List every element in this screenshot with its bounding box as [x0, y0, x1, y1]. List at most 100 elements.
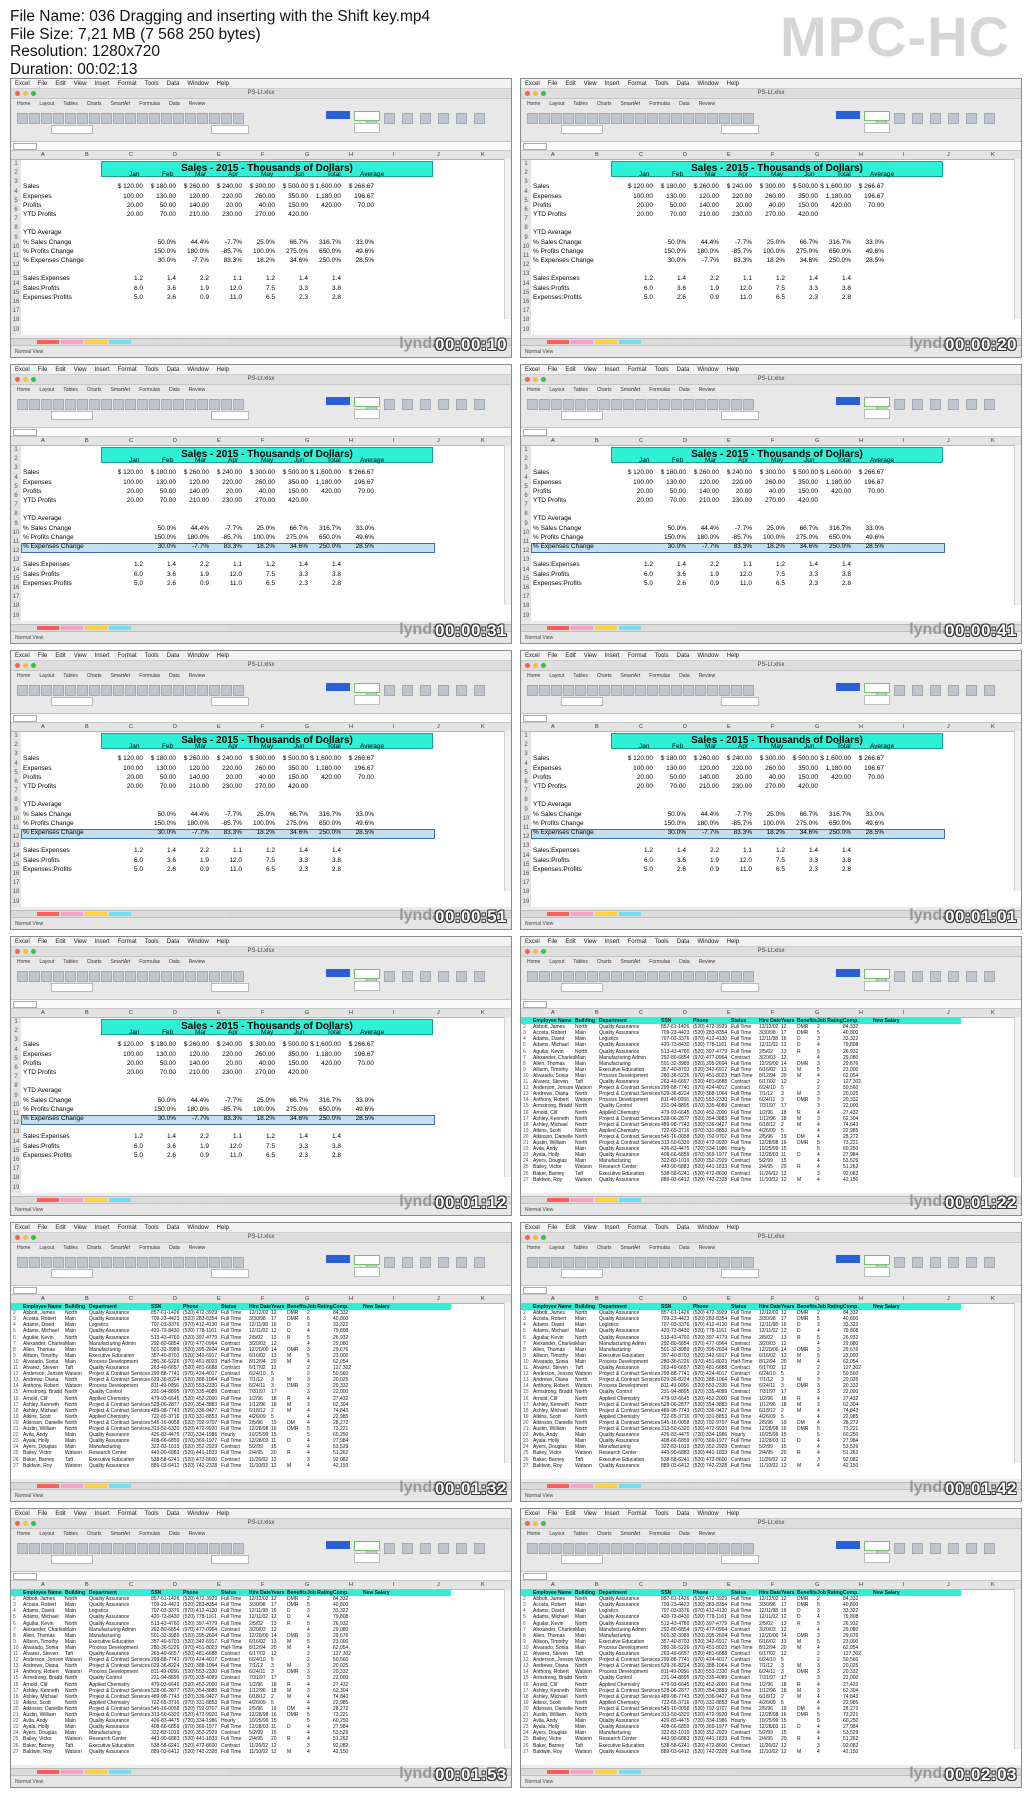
table-cell[interactable]: (520) 472-8600	[183, 1742, 218, 1749]
table-cell[interactable]: Full Time	[221, 1426, 242, 1432]
toolbar-button[interactable]	[29, 1543, 40, 1554]
data-cell[interactable]: $ 300.00	[759, 755, 785, 763]
data-cell[interactable]: 12.0	[739, 284, 752, 292]
ribbon-tab[interactable]: Charts	[86, 959, 102, 965]
data-cell[interactable]: 50.0%	[157, 238, 176, 246]
toolbar-button[interactable]	[539, 1257, 550, 1268]
toolbar-button[interactable]	[209, 971, 220, 982]
toolbar-button[interactable]	[173, 1543, 184, 1554]
table-cell[interactable]: Quality Assurance	[599, 1438, 640, 1445]
row-number[interactable]: 14	[11, 851, 21, 861]
data-cell[interactable]: 66.7%	[289, 1096, 308, 1104]
table-cell[interactable]: R	[287, 1450, 291, 1457]
table-cell[interactable]: Quality Assurance	[89, 1724, 130, 1731]
data-cell[interactable]: 50.0%	[667, 810, 686, 818]
menu-item[interactable]: Edit	[565, 366, 576, 373]
table-cell[interactable]: M	[797, 1072, 802, 1079]
table-cell[interactable]: 12/20/00	[759, 1060, 779, 1067]
toolbar-button[interactable]	[41, 971, 52, 982]
table-cell[interactable]: 4	[307, 1724, 310, 1731]
data-cell[interactable]: $ 240.00	[216, 1041, 242, 1049]
table-row[interactable]: 6 Aguilar, Kevin North Quality Assurance 513…	[521, 1621, 961, 1627]
column-header[interactable]: B	[85, 1582, 89, 1588]
sheet-tab[interactable]	[109, 1484, 131, 1488]
column-header[interactable]: J	[947, 1296, 950, 1302]
table-cell[interactable]: 629-36-8224	[661, 1663, 690, 1670]
table-cell[interactable]: 7/1/12	[249, 1663, 263, 1670]
name-box[interactable]	[13, 1287, 37, 1294]
data-cell[interactable]: 2.3	[808, 293, 818, 301]
table-cell[interactable]: Project & Contract Services	[89, 1371, 151, 1378]
toolbar-button[interactable]	[966, 1257, 977, 1268]
table-cell[interactable]: 292-80-6854	[151, 1340, 180, 1347]
table-cell[interactable]: 60,250	[333, 1718, 349, 1725]
table-cell[interactable]: 263-49-6657	[151, 1365, 180, 1371]
toolbar-button[interactable]	[671, 399, 682, 410]
table-cell[interactable]: 16	[781, 1608, 787, 1615]
table-cell[interactable]: 857-61-1426	[661, 1596, 690, 1603]
data-cell[interactable]: 196.67	[354, 764, 374, 772]
data-cell[interactable]: $ 500.00	[792, 755, 818, 763]
row-number[interactable]: 14	[13, 1669, 19, 1676]
toolbar-button[interactable]	[647, 1543, 658, 1554]
table-cell[interactable]: Ayers, Douglas	[23, 1730, 57, 1737]
row-number[interactable]: 7	[521, 787, 531, 797]
table-cell[interactable]: 6/18/12	[759, 1693, 776, 1700]
data-cell[interactable]: 2.8	[841, 293, 851, 301]
table-cell[interactable]: 13	[781, 1066, 787, 1073]
toolbar-button[interactable]	[527, 1257, 538, 1268]
data-cell[interactable]: 350.00	[288, 1050, 308, 1058]
menu-item[interactable]: Edit	[55, 1510, 66, 1517]
table-cell[interactable]: 322-83-1019	[661, 1158, 690, 1165]
row-number[interactable]: 6	[521, 492, 531, 502]
row-number[interactable]: 20	[13, 1705, 19, 1712]
table-cell[interactable]: 3	[817, 1346, 820, 1353]
table-cell[interactable]: 5	[307, 1638, 310, 1645]
data-cell[interactable]: 12.0	[229, 570, 242, 578]
table-cell[interactable]: 5	[781, 1127, 784, 1134]
table-cell[interactable]: Applied Chemistry	[599, 1395, 640, 1402]
toolbar-button[interactable]	[185, 399, 196, 410]
data-cell[interactable]: 33.0%	[355, 810, 374, 818]
table-cell[interactable]: 3	[307, 1687, 310, 1694]
table-cell[interactable]: Main	[65, 1438, 76, 1445]
data-cell[interactable]: $ 1,600.00	[310, 469, 341, 477]
table-cell[interactable]: Andrews, Diana	[23, 1663, 59, 1670]
data-cell[interactable]: 1.4	[298, 275, 308, 283]
data-cell[interactable]: -7.7%	[225, 238, 242, 246]
column-title[interactable]: Hire Date	[759, 1018, 781, 1024]
data-cell[interactable]: 6.0	[643, 856, 653, 864]
row-number[interactable]: 9	[11, 519, 21, 529]
table-cell[interactable]: 280-36-5226	[661, 1358, 690, 1365]
table-cell[interactable]: Ayala, Holly	[533, 1724, 560, 1731]
table-cell[interactable]: Ashley, Kenneth	[533, 1687, 570, 1694]
cell-style-swatch[interactable]	[864, 409, 890, 419]
cell-style-swatch[interactable]	[354, 695, 380, 705]
table-cell[interactable]: 5	[817, 1048, 820, 1055]
data-cell[interactable]: 130.00	[666, 764, 686, 772]
table-cell[interactable]: North	[65, 1699, 78, 1706]
data-cell[interactable]: $ 266.67	[348, 469, 374, 477]
table-cell[interactable]: 127,302	[843, 1651, 862, 1657]
zoom-window-button[interactable]	[541, 377, 546, 382]
data-cell[interactable]: 20.00	[225, 487, 242, 495]
data-cell[interactable]: 275.0%	[795, 247, 818, 255]
row-number[interactable]: 10	[521, 528, 531, 538]
table-cell[interactable]: Full Time	[731, 1036, 752, 1043]
table-cell[interactable]: 3	[271, 1663, 274, 1670]
data-cell[interactable]: 2.6	[166, 293, 176, 301]
sheet-tab[interactable]	[109, 340, 131, 344]
data-cell[interactable]: 100.0%	[252, 247, 275, 255]
toolbar-button[interactable]	[137, 1543, 148, 1554]
table-cell[interactable]: Full Time	[221, 1596, 242, 1603]
table-cell[interactable]: Contract	[221, 1742, 240, 1749]
table-cell[interactable]: 20	[271, 1358, 277, 1365]
toolbar-button[interactable]	[161, 399, 172, 410]
table-cell[interactable]: 2	[307, 1310, 310, 1317]
table-cell[interactable]: 4	[817, 1407, 820, 1414]
table-cell[interactable]: 4	[817, 1121, 820, 1128]
toolbar-button[interactable]	[599, 685, 610, 696]
table-cell[interactable]: DMR	[287, 1596, 299, 1603]
toolbar-button[interactable]	[149, 971, 160, 982]
ribbon-tab[interactable]: Data	[169, 387, 180, 393]
